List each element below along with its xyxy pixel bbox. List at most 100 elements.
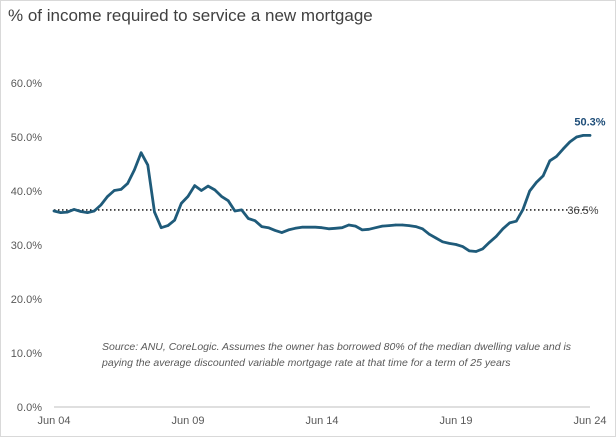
series-points [52, 134, 592, 253]
data-point [448, 242, 451, 245]
data-point [314, 226, 317, 229]
data-point [213, 188, 216, 192]
data-point [474, 250, 478, 253]
data-point [160, 226, 163, 229]
data-point [126, 182, 129, 185]
data-point [555, 155, 558, 158]
end-value-label: 50.3% [574, 116, 605, 128]
data-point [481, 247, 484, 250]
data-point [99, 203, 103, 207]
data-point [133, 168, 136, 172]
data-point [307, 226, 310, 229]
data-point [340, 226, 344, 229]
data-point [113, 189, 116, 192]
data-point [247, 217, 250, 220]
data-point [106, 195, 109, 198]
data-point [267, 226, 270, 229]
data-point [193, 184, 196, 187]
data-point [374, 226, 377, 229]
data-point [508, 221, 511, 225]
data-point [220, 195, 223, 198]
y-tick-label: 40.0% [11, 186, 42, 198]
y-tick-label: 60.0% [11, 78, 42, 90]
series-line [52, 134, 592, 253]
data-point [294, 227, 297, 230]
data-point [146, 163, 149, 167]
data-point [461, 245, 464, 248]
data-point [233, 209, 237, 213]
source-note-line-2: paying the average discounted variable m… [101, 357, 511, 369]
data-point [327, 227, 330, 230]
data-point [488, 241, 491, 244]
data-point [541, 174, 545, 178]
data-point [421, 227, 424, 230]
data-point [367, 228, 371, 231]
data-point [59, 211, 62, 214]
data-point [153, 210, 156, 214]
data-point [273, 229, 277, 232]
data-point [401, 223, 404, 227]
y-tick-label: 20.0% [11, 294, 42, 306]
data-point [582, 134, 585, 137]
data-point [280, 231, 283, 234]
data-point [528, 189, 531, 193]
data-point [361, 228, 364, 232]
x-tick-label: Jun 19 [439, 415, 472, 427]
data-point [52, 209, 56, 213]
data-point [428, 233, 431, 236]
data-point [434, 236, 438, 240]
data-point [72, 208, 76, 211]
data-point [119, 188, 123, 191]
data-point [347, 223, 350, 227]
data-point [86, 211, 89, 214]
data-point [320, 226, 324, 229]
data-point [79, 210, 83, 213]
data-point [206, 184, 210, 188]
data-point [575, 135, 578, 139]
y-tick-label: 0.0% [17, 402, 42, 414]
data-point [441, 240, 444, 243]
data-point [166, 224, 170, 227]
data-point [200, 189, 203, 192]
reference-line-label: 36.5% [567, 205, 598, 217]
data-point [468, 249, 471, 253]
data-point [407, 224, 411, 227]
y-tick-label: 50.0% [11, 132, 42, 144]
data-point [394, 223, 397, 227]
data-point [562, 147, 565, 151]
x-tick-label: Jun 24 [573, 415, 606, 427]
data-point [588, 134, 592, 137]
data-point [260, 225, 263, 228]
x-tick-label: Jun 09 [171, 415, 204, 427]
data-point [93, 209, 96, 213]
data-point [454, 243, 458, 246]
data-point [253, 219, 257, 222]
data-point [535, 181, 538, 184]
data-point [186, 195, 190, 198]
data-point [66, 210, 69, 214]
data-point [173, 219, 176, 222]
data-point [180, 202, 183, 205]
data-point [300, 226, 304, 229]
y-axis: 0.0% 10.0% 20.0% 30.0% 40.0% 50.0% 60.0% [11, 78, 42, 414]
data-point [287, 228, 290, 232]
source-note-line-1: Source: ANU, CoreLogic. Assumes the owne… [102, 341, 572, 353]
data-point [521, 208, 525, 211]
data-point [515, 220, 518, 223]
data-point [334, 227, 337, 230]
data-point [227, 199, 230, 202]
x-tick-label: Jun 04 [37, 415, 70, 427]
data-point [381, 224, 384, 228]
data-point [139, 151, 143, 154]
data-point [568, 140, 572, 144]
data-point [495, 235, 498, 238]
data-point [548, 159, 551, 162]
data-point [387, 224, 391, 227]
y-tick-label: 10.0% [11, 348, 42, 360]
data-point [240, 208, 243, 212]
data-point [414, 225, 417, 228]
data-point [501, 227, 505, 230]
data-point [354, 224, 357, 228]
chart-title: % of income required to service a new mo… [8, 6, 373, 25]
